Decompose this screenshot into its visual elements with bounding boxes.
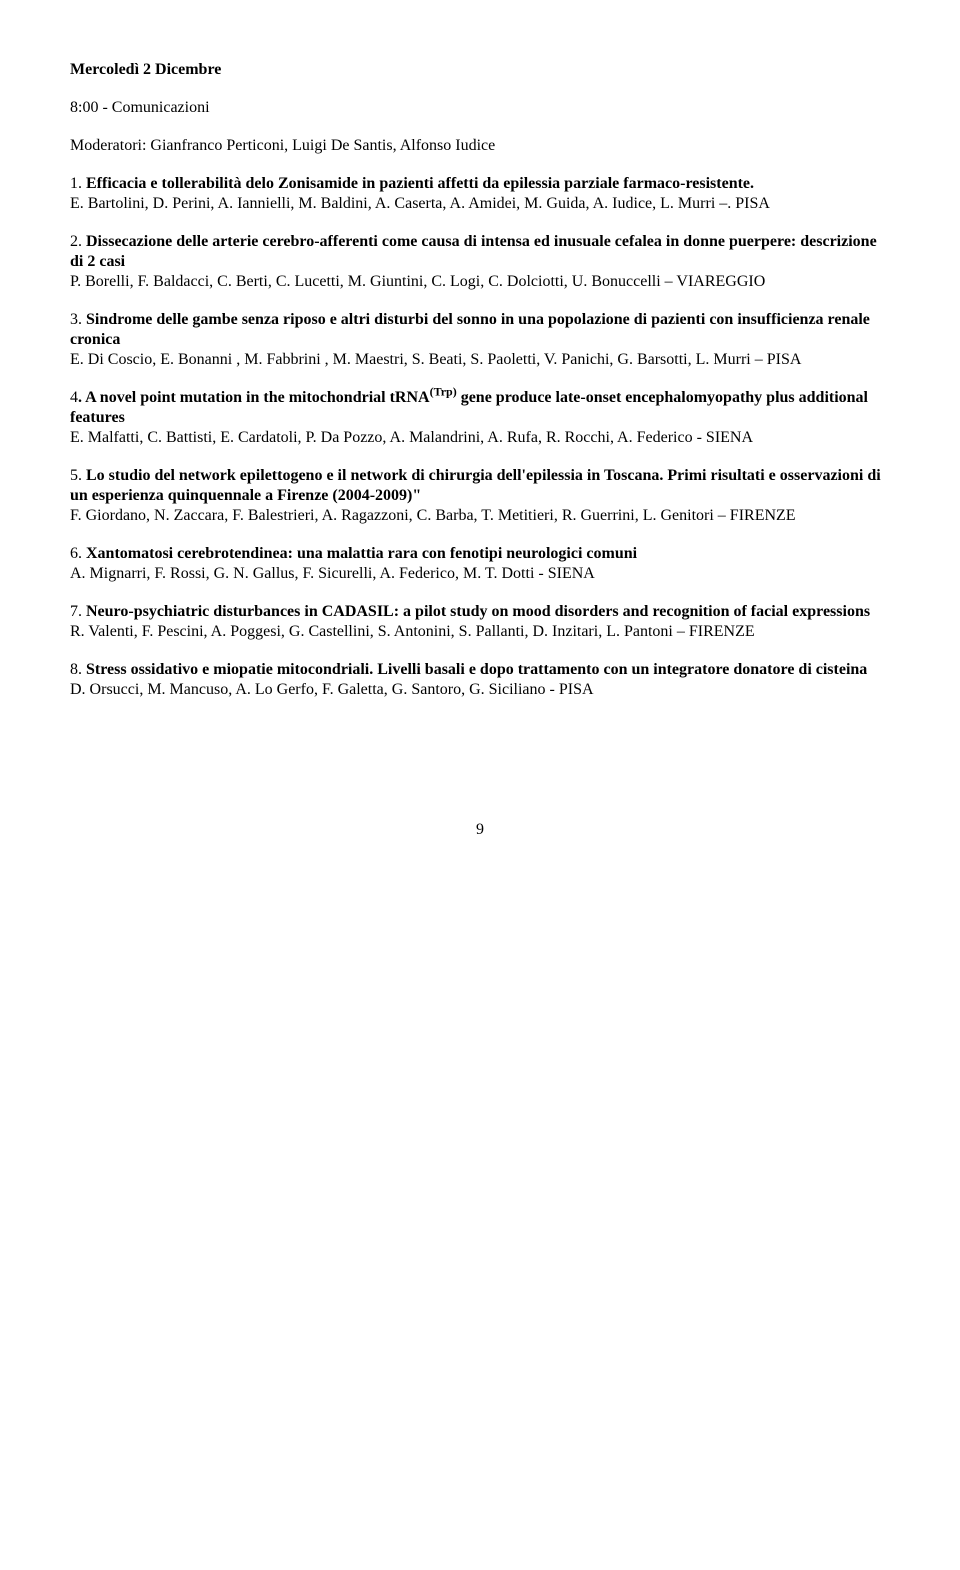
- entry-number: 8.: [70, 661, 82, 678]
- entry-number: 4: [70, 389, 78, 406]
- entry-authors: R. Valenti, F. Pescini, A. Poggesi, G. C…: [70, 622, 890, 642]
- entry-number: 6.: [70, 545, 82, 562]
- entry-title-text: Sindrome delle gambe senza riposo e altr…: [70, 311, 870, 348]
- entry-title: 2. Dissecazione delle arterie cerebro-af…: [70, 232, 890, 272]
- entry-authors: E. Bartolini, D. Perini, A. Iannielli, M…: [70, 194, 890, 214]
- abstract-entry: 7. Neuro-psychiatric disturbances in CAD…: [70, 602, 890, 642]
- entry-title: 8. Stress ossidativo e miopatie mitocond…: [70, 660, 890, 680]
- entry-title-text: Dissecazione delle arterie cerebro-affer…: [70, 233, 877, 270]
- abstract-entry: 6. Xantomatosi cerebrotendinea: una mala…: [70, 544, 890, 584]
- entry-authors: F. Giordano, N. Zaccara, F. Balestrieri,…: [70, 506, 890, 526]
- entry-title-text: Efficacia e tollerabilità delo Zonisamid…: [86, 175, 754, 192]
- abstract-entry: 4. A novel point mutation in the mitocho…: [70, 388, 890, 448]
- page-number: 9: [70, 820, 890, 840]
- moderators: Moderatori: Gianfranco Perticoni, Luigi …: [70, 136, 890, 156]
- entry-title: 4. A novel point mutation in the mitocho…: [70, 388, 890, 428]
- day-header: Mercoledì 2 Dicembre: [70, 60, 890, 80]
- abstract-entry: 3. Sindrome delle gambe senza riposo e a…: [70, 310, 890, 370]
- entry-title-text: Lo studio del network epilettogeno e il …: [70, 467, 881, 504]
- entry-number: 7.: [70, 603, 82, 620]
- entry-authors: E. Malfatti, C. Battisti, E. Cardatoli, …: [70, 428, 890, 448]
- time-slot: 8:00 - Comunicazioni: [70, 98, 890, 118]
- entry-number: 3.: [70, 311, 82, 328]
- entry-number: 5.: [70, 467, 82, 484]
- entry-authors: D. Orsucci, M. Mancuso, A. Lo Gerfo, F. …: [70, 680, 890, 700]
- entry-number: 1.: [70, 175, 82, 192]
- abstract-entry: 5. Lo studio del network epilettogeno e …: [70, 466, 890, 526]
- abstract-entry: 2. Dissecazione delle arterie cerebro-af…: [70, 232, 890, 292]
- entry-title: 1. Efficacia e tollerabilità delo Zonisa…: [70, 174, 890, 194]
- entry-number: 2.: [70, 233, 82, 250]
- entry-title: 6. Xantomatosi cerebrotendinea: una mala…: [70, 544, 890, 564]
- abstract-entry: 8. Stress ossidativo e miopatie mitocond…: [70, 660, 890, 700]
- entry-authors: E. Di Coscio, E. Bonanni , M. Fabbrini ,…: [70, 350, 890, 370]
- entry-authors: P. Borelli, F. Baldacci, C. Berti, C. Lu…: [70, 272, 890, 292]
- entry-title-superscript: (Trp): [430, 385, 457, 399]
- entry-title-text-pre: . A novel point mutation in the mitochon…: [78, 389, 430, 406]
- entry-authors: A. Mignarri, F. Rossi, G. N. Gallus, F. …: [70, 564, 890, 584]
- entry-title: 5. Lo studio del network epilettogeno e …: [70, 466, 890, 506]
- abstract-entry: 1. Efficacia e tollerabilità delo Zonisa…: [70, 174, 890, 214]
- entry-title-text: Xantomatosi cerebrotendinea: una malatti…: [86, 545, 637, 562]
- entry-title: 7. Neuro-psychiatric disturbances in CAD…: [70, 602, 890, 622]
- entry-title-text: Stress ossidativo e miopatie mitocondria…: [86, 661, 867, 678]
- entry-title-text: Neuro-psychiatric disturbances in CADASI…: [86, 603, 870, 620]
- entry-title: 3. Sindrome delle gambe senza riposo e a…: [70, 310, 890, 350]
